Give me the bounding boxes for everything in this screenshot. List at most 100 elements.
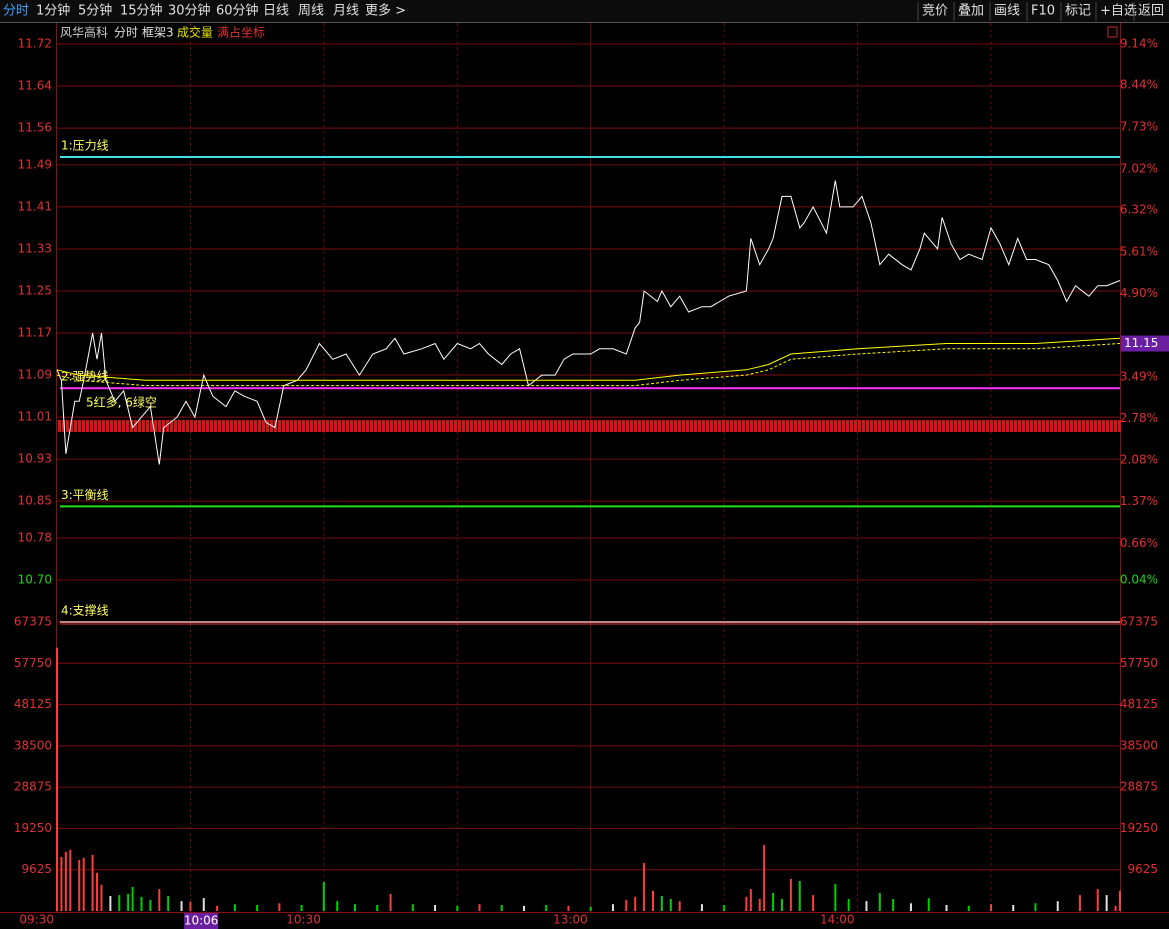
signal-band [594, 420, 597, 432]
toolbar-tab[interactable]: 更多 > [365, 3, 406, 19]
signal-band [202, 420, 205, 432]
y2-tick-label: 5.61% [1120, 244, 1158, 258]
volume-bar [100, 884, 103, 911]
signal-band [1066, 420, 1069, 432]
signal-band [650, 420, 653, 432]
signal-band [162, 420, 165, 432]
signal-band [1042, 420, 1045, 432]
signal-band [190, 420, 193, 432]
toolbar-button[interactable]: F10 [1031, 4, 1055, 19]
signal-band [466, 420, 469, 432]
volume-bar [927, 898, 930, 911]
toolbar-button[interactable]: +自选 [1100, 4, 1137, 19]
signal-band [70, 420, 73, 432]
signal-band [1070, 420, 1073, 432]
signal-band [1102, 420, 1105, 432]
toolbar-tab[interactable]: 周线 [298, 4, 324, 19]
toolbar-button[interactable]: 画线 [994, 4, 1020, 19]
toolbar-button[interactable]: 标记 [1065, 4, 1091, 19]
toolbar-tab[interactable]: 5分钟 [78, 3, 112, 19]
last-price: 11.15 [1124, 336, 1158, 350]
toolbar-tab[interactable]: 60分钟 [216, 3, 259, 19]
signal-band [98, 420, 101, 432]
signal-band [862, 420, 865, 432]
volume-bar [763, 844, 766, 911]
toolbar-tab[interactable]: 分时 [3, 4, 29, 19]
signal-band [146, 420, 149, 432]
volume-bar [202, 898, 205, 911]
signal-band [994, 420, 997, 432]
y-tick-label: 10.93 [18, 452, 52, 466]
header-item: 成交量 [177, 25, 213, 40]
toolbar-tab[interactable]: 月线 [333, 4, 359, 19]
y2-tick-label: 19250 [1120, 821, 1158, 835]
volume-bar [167, 895, 170, 911]
volume-bar [789, 878, 792, 911]
y-tick-label: 28875 [14, 780, 52, 794]
volume-bar [411, 904, 414, 911]
signal-band [258, 420, 261, 432]
volume-bar [109, 895, 112, 911]
y2-tick-label: 48125 [1120, 697, 1158, 711]
signal-band [250, 420, 253, 432]
signal-band [830, 420, 833, 432]
signal-band [222, 420, 225, 432]
signal-band [538, 420, 541, 432]
y-tick-label: 11.56 [18, 121, 52, 135]
signal-band [430, 420, 433, 432]
signal-band [998, 420, 1001, 432]
volume-bar [643, 862, 646, 911]
signal-band [298, 420, 301, 432]
volume-bar [651, 890, 654, 911]
price-line [56, 337, 1121, 381]
toolbar-button[interactable]: 竞价 [922, 3, 948, 19]
signal-band [798, 420, 801, 432]
signal-band [1058, 420, 1061, 432]
toolbar-tab[interactable]: 30分钟 [168, 3, 211, 19]
signal-band [950, 420, 953, 432]
signal-band [974, 420, 977, 432]
signal-band [554, 420, 557, 432]
panel-icon[interactable] [1107, 26, 1118, 38]
signal-band [482, 420, 485, 432]
signal-band [138, 420, 141, 432]
signal-band [886, 420, 889, 432]
signal-band [706, 420, 709, 432]
signal-band [958, 420, 961, 432]
toolbar-button[interactable]: 叠加 [958, 4, 984, 19]
signal-band [602, 420, 605, 432]
signal-band [630, 420, 633, 432]
volume-bar [82, 857, 85, 911]
header-item: 分时 [114, 26, 138, 40]
signal-band [946, 420, 949, 432]
signal-band [78, 420, 81, 432]
signal-band [666, 420, 669, 432]
signal-band [762, 420, 765, 432]
header-item: 框架3 [142, 26, 174, 40]
signal-band [870, 420, 873, 432]
signal-band [422, 420, 425, 432]
volume-bar [233, 904, 236, 911]
signal-band [358, 420, 361, 432]
signal-band [654, 420, 657, 432]
signal-band [626, 420, 629, 432]
toolbar-tab[interactable]: 1分钟 [36, 3, 70, 19]
toolbar-tab[interactable]: 日线 [263, 4, 289, 19]
signal-band [174, 420, 177, 432]
signal-band [150, 420, 153, 432]
signal-band [1050, 420, 1053, 432]
signal-band [866, 420, 869, 432]
volume-bar [1105, 895, 1108, 911]
toolbar-button[interactable]: 返回 [1138, 4, 1164, 19]
signal-band [462, 420, 465, 432]
signal-band [1006, 420, 1009, 432]
y-tick-label: 11.41 [18, 199, 52, 213]
signal-band [746, 420, 749, 432]
volume-bar [892, 898, 895, 911]
signal-band [322, 420, 325, 432]
signal-band [606, 420, 609, 432]
signal-band [546, 420, 549, 432]
toolbar-tab[interactable]: 15分钟 [120, 3, 163, 19]
volume-bar [158, 889, 161, 911]
volume-bar [545, 904, 548, 911]
